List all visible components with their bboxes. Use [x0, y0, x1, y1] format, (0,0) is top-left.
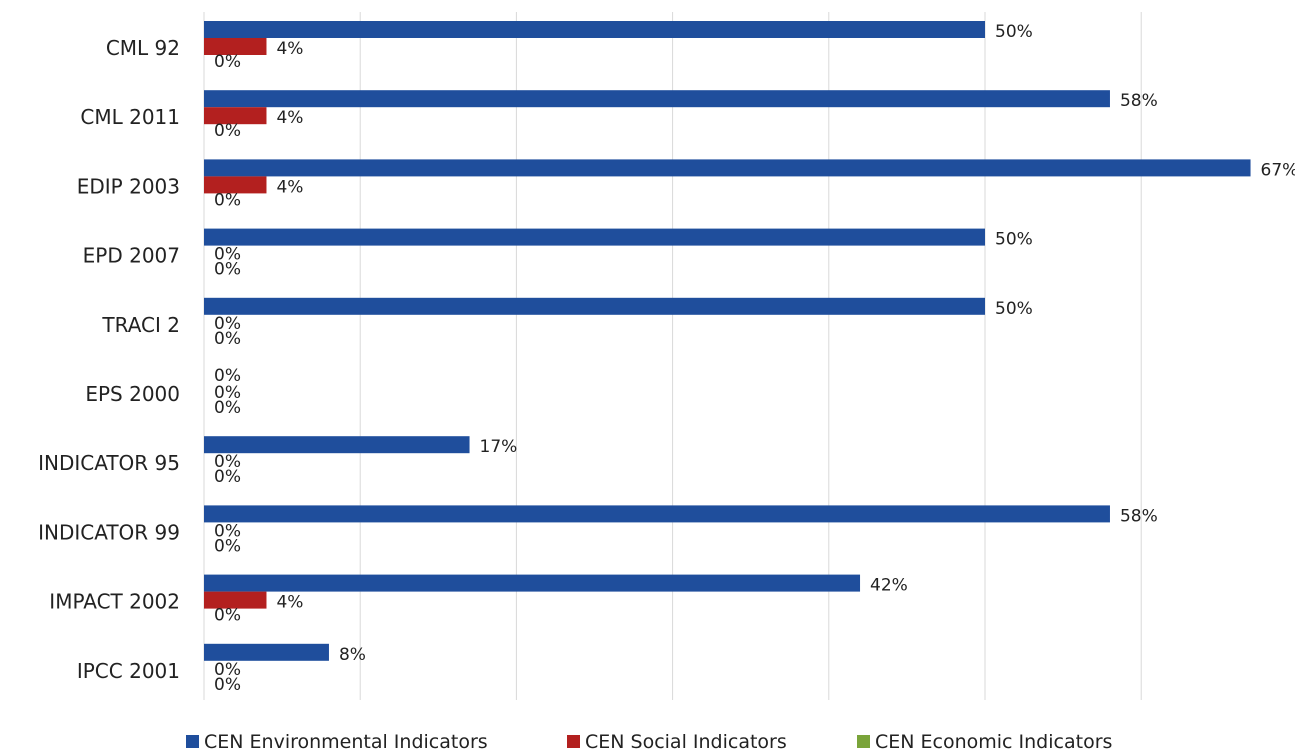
- data-label: 0%: [214, 383, 241, 403]
- bars: [204, 21, 1251, 661]
- data-label: 0%: [214, 660, 241, 680]
- category-label: TRACI 2: [101, 313, 180, 337]
- legend-swatch: [186, 735, 199, 748]
- data-label: 50%: [995, 299, 1033, 319]
- data-label: 0%: [214, 314, 241, 334]
- legend-label: CEN Social Indicators: [585, 731, 787, 751]
- legend-label: CEN Environmental Indicators: [204, 731, 488, 751]
- data-label: 0%: [214, 245, 241, 265]
- data-label: 67%: [1261, 160, 1295, 180]
- data-label: 17%: [480, 437, 518, 457]
- bar-environmental: [204, 21, 985, 38]
- legend: CEN Environmental Indicators CEN Social I…: [186, 731, 1112, 751]
- bar-social: [204, 591, 267, 609]
- data-label: 0%: [214, 452, 241, 472]
- bar-environmental: [204, 159, 1251, 177]
- data-label: 4%: [276, 39, 303, 59]
- bar-environmental: [204, 228, 985, 246]
- legend-label: CEN Economic Indicators: [875, 731, 1112, 751]
- bar-social: [204, 107, 267, 125]
- data-label: 0%: [214, 366, 241, 386]
- data-label: 8%: [339, 645, 366, 665]
- category-labels: CML 92 CML 2011 EDIP 2003 EPD 2007 TRACI 2 EP…: [38, 36, 180, 683]
- bar-environmental: [204, 574, 861, 592]
- data-label: 4%: [276, 177, 303, 197]
- data-label: 0%: [214, 121, 241, 141]
- data-label: 0%: [214, 190, 241, 210]
- bar-environmental: [204, 643, 329, 661]
- category-label: EDIP 2003: [77, 174, 180, 198]
- data-label: 0%: [214, 521, 241, 541]
- category-label: EPS 2000: [85, 382, 180, 406]
- data-label: 58%: [1120, 91, 1158, 111]
- data-labels: 50%4%0%58%4%0%67%4%0%50%0%0%50%0%0%0%0%0…: [214, 22, 1295, 695]
- data-label: 0%: [214, 52, 241, 72]
- data-label: 50%: [995, 22, 1033, 42]
- category-label: CML 2011: [80, 105, 180, 129]
- category-label: EPD 2007: [83, 244, 180, 268]
- data-label: 0%: [214, 606, 241, 626]
- data-label: 4%: [276, 593, 303, 613]
- data-label: 0%: [214, 675, 241, 695]
- bar-environmental: [204, 90, 1110, 108]
- data-label: 0%: [214, 329, 241, 349]
- category-label: INDICATOR 95: [38, 451, 180, 475]
- bar-social: [204, 176, 267, 194]
- data-label: 0%: [214, 536, 241, 556]
- data-label: 42%: [870, 576, 908, 596]
- bar-social: [204, 38, 267, 55]
- data-label: 0%: [214, 398, 241, 418]
- bar-environmental: [204, 297, 985, 315]
- bar-environmental: [204, 505, 1110, 523]
- data-label: 58%: [1120, 506, 1158, 526]
- data-label: 4%: [276, 108, 303, 128]
- category-label: IMPACT 2002: [49, 590, 180, 614]
- category-label: IPCC 2001: [77, 659, 180, 683]
- category-label: CML 92: [106, 36, 180, 60]
- gridlines: [203, 12, 1142, 700]
- legend-swatch: [567, 735, 580, 748]
- data-label: 50%: [995, 230, 1033, 250]
- category-label: INDICATOR 99: [38, 520, 180, 544]
- bar-environmental: [204, 436, 470, 454]
- legend-swatch: [857, 735, 870, 748]
- data-label: 0%: [214, 467, 241, 487]
- data-label: 0%: [214, 260, 241, 280]
